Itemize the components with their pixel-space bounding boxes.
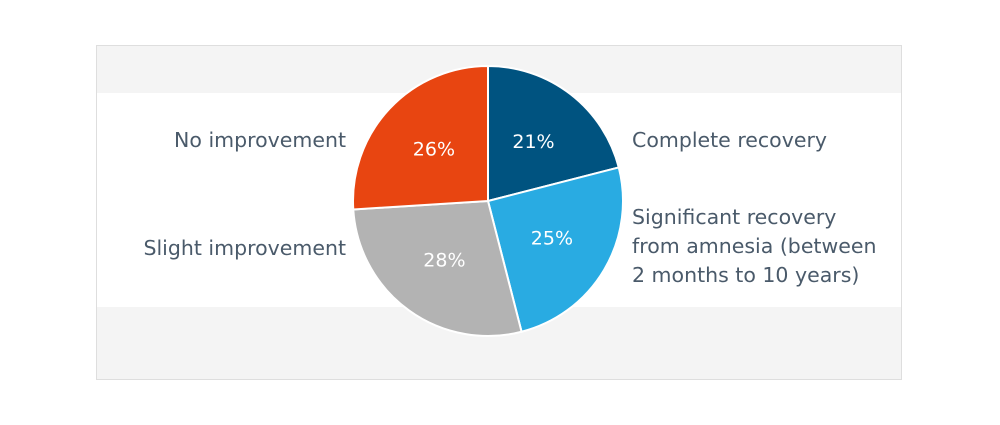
slice-category-label: Slight improvement xyxy=(143,236,346,260)
category-labels: Complete recovery Significant recovery fro… xyxy=(143,128,876,287)
slice-percent-label: 26% xyxy=(413,139,455,161)
slice-percent-label: 28% xyxy=(423,250,465,272)
slice-category-label-line: No improvement xyxy=(174,128,346,152)
percent-labels: 21% 25% 28% 26% xyxy=(413,131,573,272)
slice-percent-label: 21% xyxy=(512,131,554,153)
slice-category-label-line: Significant recovery xyxy=(632,205,836,229)
slice-category-label-line: 2 months to 10 years) xyxy=(632,263,859,287)
slice-category-label-line: Slight improvement xyxy=(143,236,346,260)
slice-percent-label: 25% xyxy=(531,227,573,249)
pie-slice-2 xyxy=(486,166,624,333)
pie-slices xyxy=(352,64,624,337)
slice-category-label: Complete recovery xyxy=(632,128,827,152)
slice-category-label: Significant recovery from amnesia (betwee… xyxy=(632,205,876,287)
pie-slice-4 xyxy=(352,64,489,211)
slice-category-label-line: from amnesia (between xyxy=(632,234,876,258)
slice-category-label: No improvement xyxy=(174,128,346,152)
pie-slice-1 xyxy=(487,64,620,203)
pie-slice-3 xyxy=(352,199,523,337)
slice-category-label-line: Complete recovery xyxy=(632,128,827,152)
